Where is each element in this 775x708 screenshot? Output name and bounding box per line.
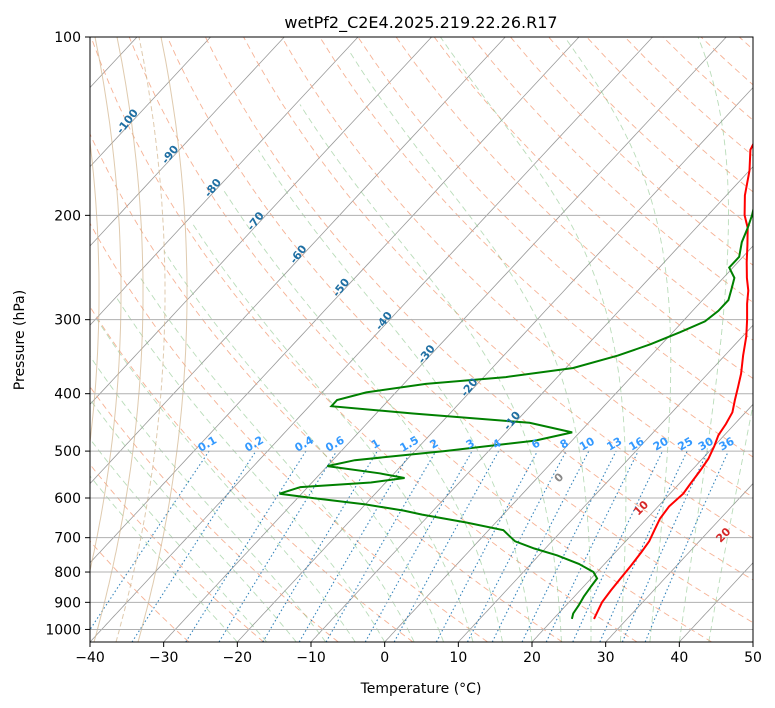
moist-adiabat-line [440,37,627,642]
dry-adiabat-line [357,37,753,418]
y-tick-label: 600 [54,491,81,507]
mixing-ratio-line [90,450,210,631]
moist-adiabat-line [90,355,327,642]
mixing-ratio-line [491,450,590,642]
isotherm-line [679,562,753,642]
moist-adiabat-line [190,221,474,642]
ice-line [90,138,100,446]
mixing-ratio-line [521,450,617,642]
dry-adiabat-line [204,37,753,581]
isotherm-line [531,403,753,642]
mixing-ratio-line [185,450,307,642]
ice-line [93,37,144,642]
dry-adiabat-line [128,37,712,642]
y-tick-label: 300 [54,313,81,329]
moist-adiabat-line [257,149,533,642]
dry-adiabat-line [395,37,753,380]
moist-adiabat-line [678,37,729,642]
isotherm-line [90,37,432,405]
x-tick-label: −20 [223,650,253,666]
moist-adiabat-line [90,438,268,642]
x-axis: −40 −30 −20 −10 0 10 20 30 40 50 [75,642,762,666]
isotherm-line [90,37,580,564]
y-axis: 100 200 300 400 500 600 700 800 900 1000 [45,30,90,638]
moist-adiabat-line [115,297,386,642]
isotherm-line [237,86,753,642]
dry-adiabat-line [90,37,638,642]
y-axis-title: Pressure (hPa) [12,290,28,390]
moist-adiabat-line [347,49,592,642]
x-tick-label: −10 [296,650,326,666]
x-tick-label: 20 [523,650,541,666]
background-reference-lines [90,37,753,642]
dry-adiabat-line [471,37,753,303]
isotherm-line [605,482,753,642]
y-tick-label: 200 [54,208,81,224]
moist-adiabat-line [221,187,503,642]
x-tick-label: 50 [744,650,762,666]
temperature-profile-line [593,142,753,620]
isotherm-line [458,324,753,642]
y-tick-label: 100 [54,30,81,46]
mixing-ratio-line [218,450,338,642]
x-tick-label: −30 [149,650,179,666]
moist-adiabat-line [708,402,753,642]
moist-adiabat-line [299,104,562,642]
x-tick-label: −40 [75,650,105,666]
mixing-ratio-line [435,450,538,642]
dry-adiabat-line [90,132,563,642]
y-tick-label: 900 [54,595,81,611]
plot-frame [89,36,754,643]
profile-series [279,142,753,620]
isotherm-line [90,37,506,485]
dry-adiabat-line [281,37,753,498]
ice-line [115,37,166,642]
mixing-ratio-line [393,450,500,642]
y-tick-label: 800 [54,565,81,581]
isotherm-line [384,245,753,642]
dewpoint-profile-line [279,206,753,620]
dry-adiabat-line [90,540,190,642]
isotherm-line [90,37,359,326]
dry-adiabat-line [243,37,753,539]
x-axis-title: Temperature (°C) [360,681,482,697]
dry-adiabat-line [90,463,264,642]
grid-lines [90,37,753,630]
ice-line [137,37,188,642]
y-tick-label: 500 [54,444,81,460]
dry-adiabat-line [433,37,753,341]
moist-adiabat-line [96,319,356,642]
moist-adiabat-line [564,37,672,642]
mixing-ratio-line [644,450,729,642]
x-tick-label: 30 [597,650,615,666]
x-tick-label: 10 [449,650,467,666]
y-tick-label: 700 [54,531,81,547]
dry-adiabat-line [166,37,753,624]
mixing-ratio-line [621,450,709,642]
mixing-ratio-line [364,450,473,642]
moist-adiabat-line [140,277,415,642]
y-tick-label: 1000 [45,622,81,638]
chart-title: wetPf2_C2E4.2025.219.22.26.R17 [284,13,557,33]
y-tick-label: 400 [54,387,81,403]
mixing-ratio-line [131,450,257,642]
x-tick-label: 40 [670,650,688,666]
moist-adiabat-line [163,251,445,642]
isotherm-line [90,37,653,642]
x-tick-label: 0 [380,650,389,666]
dry-adiabat-line [90,222,488,642]
ice-line [90,37,122,573]
